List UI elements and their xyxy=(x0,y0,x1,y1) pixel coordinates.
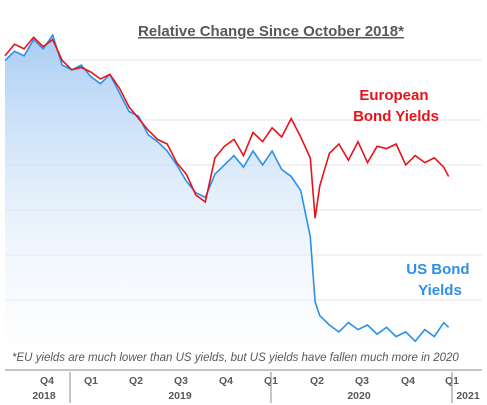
us-yields-area xyxy=(5,35,449,370)
year-label: 2020 xyxy=(347,390,371,402)
quarter-tick-label: Q3 xyxy=(355,375,369,387)
eu-series-label: European Bond Yields xyxy=(353,87,439,125)
year-label: 2021 xyxy=(456,390,480,402)
quarter-tick-label: Q2 xyxy=(129,375,143,387)
quarter-tick-label: Q4 xyxy=(401,375,415,387)
year-label: 2018 xyxy=(32,390,56,402)
footnote: *EU yields are much lower than US yields… xyxy=(12,352,459,364)
eu-label-line-1: European xyxy=(359,87,428,104)
eu-label-line-2: Bond Yields xyxy=(353,108,439,125)
us-series-label: US Bond Yields xyxy=(406,261,474,299)
european-bond-yields-line xyxy=(4,36,450,219)
us-label-line-1: US Bond xyxy=(406,261,469,278)
chart-title: Relative Change Since October 2018* xyxy=(138,23,404,40)
quarter-tick-label: Q2 xyxy=(310,375,324,387)
us-label-line-2: Yields xyxy=(418,282,462,299)
quarter-tick-label: Q3 xyxy=(174,375,188,387)
quarter-tick-label: Q1 xyxy=(84,375,98,387)
year-label: 2019 xyxy=(168,390,192,402)
us-bond-yields-line xyxy=(4,33,450,343)
quarter-tick-label: Q4 xyxy=(219,375,233,387)
quarter-tick-label: Q4 xyxy=(40,375,54,387)
